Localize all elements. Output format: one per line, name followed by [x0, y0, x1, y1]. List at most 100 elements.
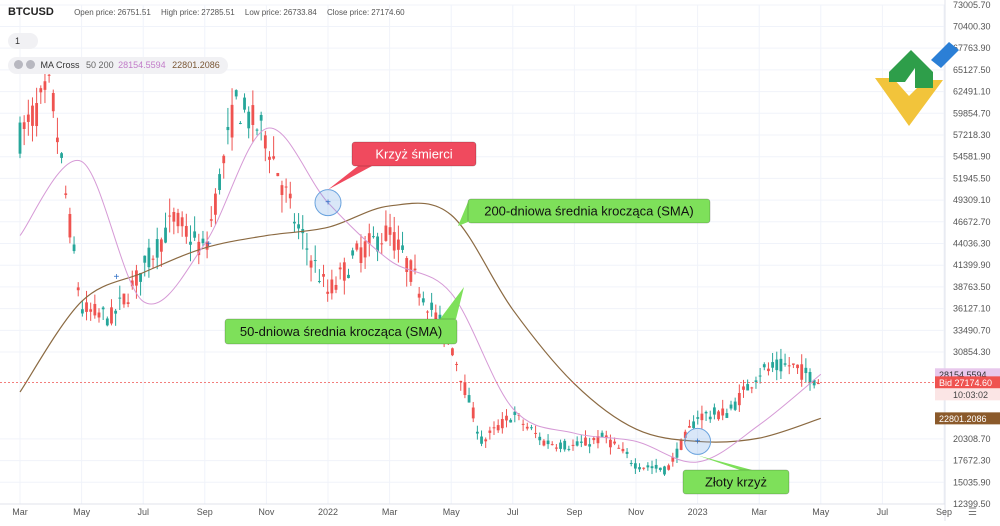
cross-markers: + + + + [113, 189, 712, 455]
candle-body [650, 466, 654, 469]
interval-button[interactable]: 1 [8, 33, 38, 49]
candle-body [679, 439, 683, 450]
price-tick: 41399.90 [953, 260, 991, 270]
time-tick: Mar [382, 507, 398, 517]
candle-body [467, 395, 471, 403]
cross-icon: + [206, 239, 212, 250]
sma50-callout-pointer [440, 287, 464, 319]
candle-body [721, 408, 725, 416]
candle-body [39, 88, 43, 93]
gear-icon[interactable] [26, 60, 35, 69]
candle-body [405, 258, 409, 272]
candle-body [288, 193, 292, 199]
time-tick: 2022 [318, 507, 338, 517]
time-tick: 2023 [688, 507, 708, 517]
time-tick: May [812, 507, 830, 517]
candle-body [646, 465, 650, 468]
candle-body [758, 375, 762, 377]
candle-body [617, 447, 621, 449]
candle-body [538, 436, 542, 441]
cross-icon: + [113, 272, 119, 283]
candle-body [234, 90, 238, 97]
candle-body [293, 221, 296, 224]
candle-body [18, 122, 22, 154]
candle-body [214, 193, 217, 215]
time-tick: Mar [12, 507, 28, 517]
candle-body [505, 415, 508, 421]
candle-body [189, 241, 192, 245]
candle-body [430, 302, 434, 310]
candle-body [513, 411, 517, 415]
candle-body [530, 427, 533, 429]
candle-body [251, 105, 255, 125]
sma200-tag [935, 412, 1000, 425]
candle-body [280, 185, 284, 195]
candle-body [380, 243, 384, 245]
candle-body [110, 307, 113, 324]
time-tick: Jul [877, 507, 889, 517]
symbol-title: BTCUSD [8, 6, 54, 18]
candle-body [122, 293, 126, 305]
candle-body [746, 384, 750, 391]
candle-body [488, 430, 492, 433]
grid [0, 4, 945, 505]
time-tick: Sep [936, 507, 952, 517]
candle-body [451, 348, 454, 356]
candle-body [372, 236, 375, 238]
candle-body [584, 437, 587, 446]
candle-body [575, 441, 579, 446]
candle-body [376, 236, 379, 252]
brand-logo-icon [875, 42, 959, 126]
candle-body [342, 262, 346, 281]
price-tick: 33490.70 [953, 325, 991, 335]
candle-body [347, 274, 350, 279]
candle-body [359, 247, 363, 263]
candle-body [496, 425, 500, 431]
low-value: 26733.84 [283, 8, 317, 17]
time-tick: Jul [507, 507, 519, 517]
candle-body [105, 318, 109, 326]
candle-body [31, 105, 34, 126]
candle-body [812, 380, 816, 386]
visibility-icon[interactable] [14, 60, 23, 69]
candle-body [500, 418, 504, 429]
indicator-sma200-value: 22801.2086 [172, 60, 220, 70]
indicator-params: 50 200 [86, 60, 114, 70]
candle-body [642, 467, 646, 469]
candle-body [779, 358, 783, 372]
candle-body [600, 432, 604, 438]
candle-body [550, 444, 554, 446]
candle-body [654, 464, 658, 469]
candle-body [816, 383, 820, 385]
candle-body [255, 129, 259, 131]
death-cross-callout-box [351, 141, 477, 167]
candle-body [259, 114, 263, 121]
countdown-text: 10:03:02 [953, 390, 988, 400]
candle-body [180, 217, 184, 227]
sma50-tag-text: 28154.5594 [939, 370, 987, 380]
candle-body [164, 227, 167, 243]
candle-body [717, 411, 720, 420]
candle-body [509, 419, 513, 423]
countdown-tag [935, 388, 1000, 401]
price-tick: 70400.30 [953, 21, 991, 31]
candle-body [263, 135, 267, 149]
candle-body [559, 442, 562, 449]
candle-body [118, 297, 122, 299]
candle-body [151, 258, 155, 260]
close-value: 27174.60 [371, 8, 405, 17]
candle-body [688, 426, 691, 428]
candle-body [351, 250, 355, 256]
candle-body [791, 363, 795, 365]
candle-body [47, 74, 51, 76]
candle-body [276, 173, 280, 177]
candle-body [696, 417, 700, 419]
candle-body [297, 224, 300, 229]
candle-body [475, 431, 479, 434]
price-tick: 59854.70 [953, 108, 991, 118]
candle-body [76, 287, 80, 291]
indicator-name: MA Cross [40, 60, 80, 70]
indicator-legend[interactable]: MA Cross 50 200 28154.5594 22801.2086 [8, 57, 228, 74]
